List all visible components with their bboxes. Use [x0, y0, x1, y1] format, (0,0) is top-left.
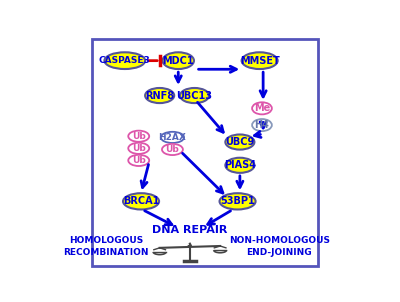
- Text: DNA REPAIR: DNA REPAIR: [152, 225, 228, 236]
- Ellipse shape: [162, 52, 194, 69]
- Text: UBC13: UBC13: [176, 91, 212, 101]
- Text: Ub: Ub: [132, 156, 146, 165]
- Ellipse shape: [162, 144, 183, 155]
- Text: Ub: Ub: [166, 145, 179, 154]
- Ellipse shape: [252, 119, 272, 131]
- Text: MDC1: MDC1: [162, 56, 194, 66]
- Ellipse shape: [128, 155, 149, 166]
- Text: NON-HOMOLOGOUS
END-JOINING: NON-HOMOLOGOUS END-JOINING: [229, 236, 330, 257]
- Text: H2AX: H2AX: [158, 133, 186, 142]
- Ellipse shape: [145, 88, 174, 103]
- Text: UBC9: UBC9: [225, 137, 254, 147]
- Ellipse shape: [161, 132, 184, 143]
- Text: HOMOLOGOUS
RECOMBINATION: HOMOLOGOUS RECOMBINATION: [64, 236, 149, 257]
- Ellipse shape: [128, 143, 149, 154]
- Ellipse shape: [252, 102, 272, 114]
- Ellipse shape: [123, 193, 159, 210]
- Ellipse shape: [225, 158, 254, 173]
- Ellipse shape: [180, 88, 209, 103]
- Text: Ub: Ub: [132, 144, 146, 153]
- Ellipse shape: [128, 131, 149, 142]
- Text: Ub: Ub: [132, 132, 146, 141]
- Text: H4: H4: [254, 120, 270, 130]
- Ellipse shape: [104, 52, 145, 69]
- Text: BRCA1: BRCA1: [123, 196, 159, 206]
- Text: Me: Me: [254, 103, 270, 113]
- Ellipse shape: [242, 52, 278, 69]
- Text: 53BP1: 53BP1: [220, 196, 255, 206]
- Text: RNF8: RNF8: [145, 91, 174, 101]
- Ellipse shape: [220, 193, 256, 210]
- Text: MMSET: MMSET: [240, 56, 280, 66]
- Text: PIAS4: PIAS4: [224, 160, 256, 170]
- Text: CASPASE3: CASPASE3: [99, 56, 151, 65]
- Ellipse shape: [225, 134, 254, 149]
